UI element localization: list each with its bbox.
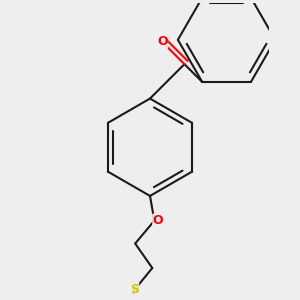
Text: O: O	[157, 35, 167, 48]
Text: S: S	[130, 283, 139, 296]
Text: O: O	[153, 214, 164, 227]
